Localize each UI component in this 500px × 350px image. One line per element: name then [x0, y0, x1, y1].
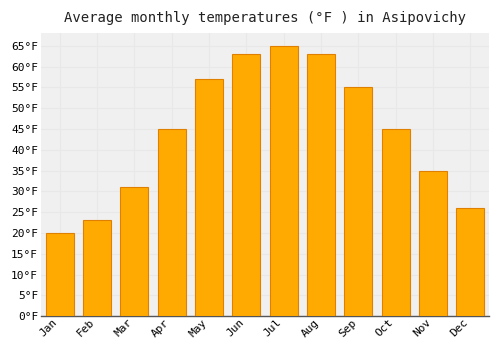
Bar — [232, 54, 260, 316]
Bar — [120, 187, 148, 316]
Bar — [83, 220, 111, 316]
Bar — [270, 46, 297, 316]
Bar — [344, 87, 372, 316]
Bar — [419, 170, 447, 316]
Bar — [195, 79, 223, 316]
Bar — [158, 129, 186, 316]
Bar — [456, 208, 484, 316]
Bar — [307, 54, 335, 316]
Bar — [382, 129, 409, 316]
Bar — [46, 233, 74, 316]
Title: Average monthly temperatures (°F ) in Asipovichy: Average monthly temperatures (°F ) in As… — [64, 11, 466, 25]
